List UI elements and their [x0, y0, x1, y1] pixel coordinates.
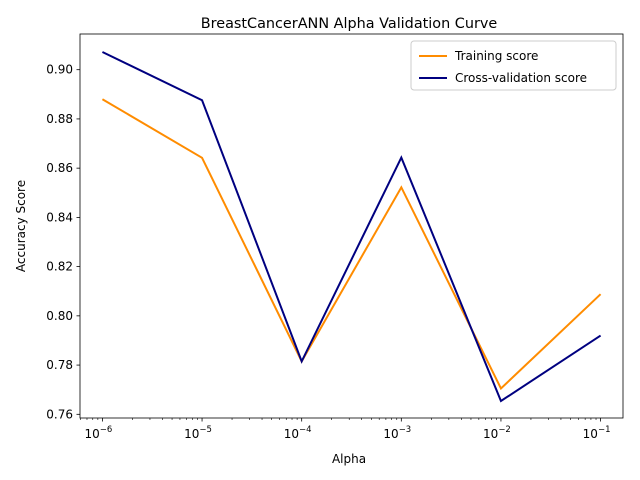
y-tick-label: 0.78 — [46, 358, 73, 372]
y-tick-label: 0.88 — [46, 112, 73, 126]
y-tick-label: 0.80 — [46, 309, 73, 323]
y-axis-label: Accuracy Score — [14, 180, 28, 272]
x-tick-label: 10−5 — [184, 425, 212, 441]
legend-box — [410, 40, 617, 91]
x-axis-label: Alpha — [332, 452, 366, 466]
legend-label-cross-validation: Cross-validation score — [455, 71, 587, 85]
legend-label-training: Training score — [454, 49, 538, 63]
legend: Training score Cross-validation score — [410, 40, 617, 91]
x-tick-label: 10−3 — [383, 425, 411, 441]
x-tick-label: 10−4 — [284, 425, 312, 441]
y-tick-label: 0.86 — [46, 161, 73, 175]
x-tick-label: 10−6 — [85, 425, 113, 441]
x-tick-label: 10−1 — [583, 425, 611, 441]
y-tick-label: 0.76 — [46, 407, 73, 421]
y-tick-label: 0.90 — [46, 63, 73, 77]
plot-area — [80, 34, 623, 418]
y-tick-label: 0.84 — [46, 210, 73, 224]
chart-title: BreastCancerANN Alpha Validation Curve — [201, 16, 498, 32]
series-line-training — [101, 98, 602, 391]
series-line-cross-validation — [101, 51, 602, 403]
plot-frame — [79, 33, 624, 419]
x-tick-label: 10−2 — [483, 425, 511, 441]
y-tick-label: 0.82 — [46, 260, 73, 274]
